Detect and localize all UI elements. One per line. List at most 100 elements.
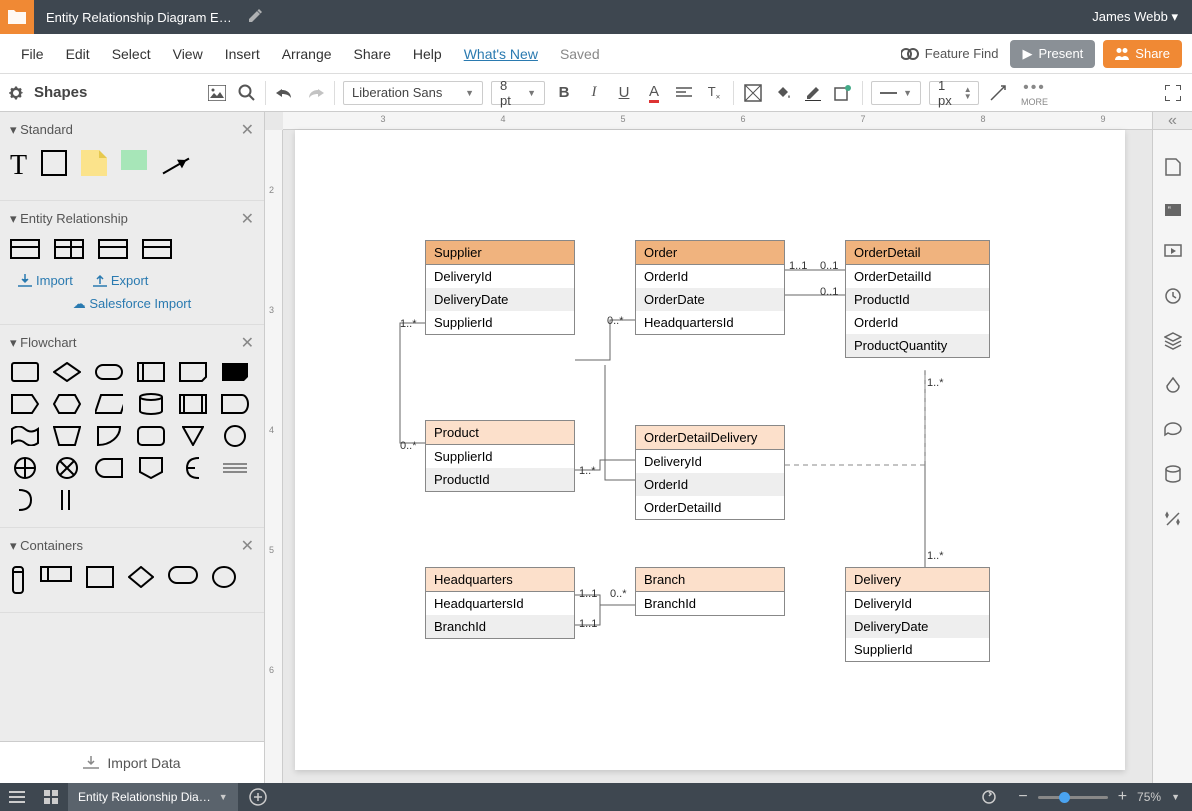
data-icon[interactable] [1164,465,1182,488]
border-color-icon[interactable] [802,82,824,104]
menu-share[interactable]: Share [343,46,402,62]
er-shape[interactable] [10,239,40,259]
search-icon[interactable] [237,83,257,103]
fc-shape[interactable] [52,489,82,511]
container-shape[interactable] [10,566,26,594]
canvas-page[interactable]: SupplierDeliveryIdDeliveryDateSupplierId… [295,130,1125,770]
fc-shape[interactable] [10,361,40,383]
page-icon[interactable] [1165,158,1181,181]
align-icon[interactable] [673,82,695,104]
export-link[interactable]: Export [93,273,149,288]
size-select[interactable]: 8 pt▼ [491,81,545,105]
magic-icon[interactable] [1164,510,1182,533]
fc-shape[interactable] [178,361,208,383]
er-shape[interactable] [98,239,128,259]
fc-shape[interactable] [220,393,250,415]
menu-select[interactable]: Select [101,46,162,62]
fc-shape[interactable] [94,425,124,447]
folder-icon[interactable] [0,0,34,34]
shape-fill-icon[interactable] [742,82,764,104]
fc-shape[interactable] [94,361,124,383]
fc-shape[interactable] [52,393,82,415]
present-button[interactable]: ▶Present [1010,40,1095,68]
entity-orderdetaildelivery[interactable]: OrderDetailDeliveryDeliveryIdOrderIdOrde… [635,425,785,520]
user-menu[interactable]: James Webb ▾ [1078,9,1192,25]
add-page-icon[interactable] [244,788,272,806]
present-icon[interactable] [1164,244,1182,265]
rect-shape[interactable] [41,150,67,176]
section-containers[interactable]: ▾ Containers✕ [10,536,254,556]
comment-icon[interactable]: ‟ [1164,203,1182,222]
er-shape[interactable] [54,239,84,259]
close-icon[interactable]: ✕ [241,333,254,353]
menu-insert[interactable]: Insert [214,46,271,62]
fc-shape[interactable] [178,393,208,415]
entity-delivery[interactable]: DeliveryDeliveryIdDeliveryDateSupplierId [845,567,990,662]
entity-supplier[interactable]: SupplierDeliveryIdDeliveryDateSupplierId [425,240,575,335]
undo-icon[interactable] [274,82,296,104]
arrow-shape[interactable] [163,158,190,175]
sync-icon[interactable] [972,789,1006,805]
close-icon[interactable]: ✕ [241,120,254,140]
salesforce-import-link[interactable]: ☁ Salesforce Import [10,292,254,316]
fc-shape[interactable] [220,361,250,383]
container-shape[interactable] [212,566,236,588]
menu-edit[interactable]: Edit [55,46,101,62]
feature-find[interactable]: Feature Find [901,46,999,61]
fc-shape[interactable] [52,457,82,479]
fc-shape[interactable] [52,361,82,383]
text-shape[interactable]: T [10,150,27,182]
fc-shape[interactable] [136,457,166,479]
container-shape[interactable] [128,566,154,588]
menu-file[interactable]: File [10,46,55,62]
fc-shape[interactable] [94,457,124,479]
document-title[interactable]: Entity Relationship Diagram Exa… [34,10,244,25]
canvas[interactable]: 3 4 5 6 7 8 9 2 3 4 5 6 [265,112,1152,783]
entity-headquarters[interactable]: HeadquartersHeadquartersIdBranchId [425,567,575,639]
edit-title-icon[interactable] [248,9,262,26]
fill-icon[interactable] [772,82,794,104]
close-icon[interactable]: ✕ [241,209,254,229]
entity-branch[interactable]: BranchBranchId [635,567,785,616]
collapse-icon[interactable]: « [1153,112,1192,130]
fc-shape[interactable] [220,457,250,479]
line-style-select[interactable]: ▼ [871,81,921,105]
close-icon[interactable]: ✕ [241,536,254,556]
fc-shape[interactable] [136,425,166,447]
entity-product[interactable]: ProductSupplierIdProductId [425,420,575,492]
fc-shape[interactable] [10,489,40,511]
zoom-slider[interactable] [1038,796,1108,799]
grid-view-icon[interactable] [34,790,68,804]
gear-icon[interactable] [8,85,24,101]
fc-shape[interactable] [178,457,208,479]
chat-icon[interactable] [1164,422,1182,443]
fc-shape[interactable] [94,393,124,415]
section-flowchart[interactable]: ▾ Flowchart✕ [10,333,254,353]
section-standard[interactable]: ▾ Standard✕ [10,120,254,140]
import-data-button[interactable]: Import Data [0,741,264,783]
underline-icon[interactable]: U [613,82,635,104]
font-select[interactable]: Liberation Sans▼ [343,81,483,105]
theme-icon[interactable] [1165,377,1181,400]
fc-shape[interactable] [220,425,250,447]
entity-orderdetail[interactable]: OrderDetailOrderDetailIdProductIdOrderId… [845,240,990,358]
text-color-icon[interactable]: A [643,82,665,104]
er-shape[interactable] [142,239,172,259]
italic-icon[interactable]: I [583,82,605,104]
import-link[interactable]: Import [18,273,73,288]
fullscreen-icon[interactable] [1162,82,1184,104]
container-shape[interactable] [168,566,198,584]
container-shape[interactable] [40,566,72,582]
share-button[interactable]: Share [1103,40,1182,68]
clear-format-icon[interactable]: T× [703,82,725,104]
menu-help[interactable]: Help [402,46,453,62]
menu-arrange[interactable]: Arrange [271,46,343,62]
history-icon[interactable] [1164,287,1182,310]
menu-view[interactable]: View [162,46,214,62]
bold-icon[interactable]: B [553,82,575,104]
zoom-control[interactable]: − + 75% ▼ [1006,788,1192,806]
line-width-select[interactable]: 1 px▲▼ [929,81,979,105]
container-shape[interactable] [86,566,114,588]
fc-shape[interactable] [10,393,40,415]
fc-shape[interactable] [136,393,166,415]
